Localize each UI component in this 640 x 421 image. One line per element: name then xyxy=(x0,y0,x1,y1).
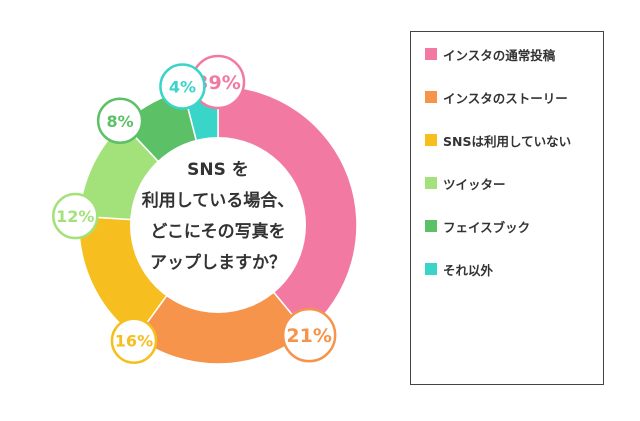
legend-label: インスタの通常投稿 xyxy=(443,47,556,63)
value-label: 21% xyxy=(286,325,331,347)
legend-item-twitter: ツイッター xyxy=(425,173,506,193)
legend-item-no-sns: SNSは利用していない xyxy=(425,130,571,150)
legend-item-facebook: フェイスブック xyxy=(425,216,530,236)
donut-hole xyxy=(130,137,306,313)
legend-swatch xyxy=(425,177,437,189)
percentage-callouts: 39% 21% 16% 12% 8% 4% xyxy=(52,54,337,364)
callout-facebook: 8% xyxy=(96,97,144,145)
legend-item-instagram-post: インスタの通常投稿 xyxy=(425,44,555,64)
center-label-line-4: アップしますか？ xyxy=(150,252,286,273)
center-label-line-1: SNS を xyxy=(187,160,249,180)
legend-swatch xyxy=(425,134,437,146)
callout-bubble xyxy=(96,97,144,145)
value-label: 12% xyxy=(56,207,94,226)
legend-item-instagram-story: インスタのストーリー xyxy=(425,87,568,107)
callout-bubble xyxy=(52,192,99,240)
value-label: 8% xyxy=(107,112,134,131)
legend-label: それ以外 xyxy=(443,262,494,278)
legend-label: フェイスブック xyxy=(443,219,531,235)
legend-swatch xyxy=(425,91,437,103)
legend: インスタの通常投稿 インスタのストーリー SNSは利用していない ツイッター フ… xyxy=(410,31,604,385)
value-label: 39% xyxy=(195,72,240,94)
legend-item-other: それ以外 xyxy=(425,259,493,279)
callout-instagram-post: 39% xyxy=(190,54,246,110)
callout-bubble xyxy=(281,307,337,363)
value-label: 4% xyxy=(169,77,196,96)
callout-other: 4% xyxy=(159,63,206,110)
callout-bubble xyxy=(159,63,206,110)
center-label-line-3: どこにその写真を xyxy=(150,221,285,242)
callout-bubble xyxy=(110,317,158,364)
callout-twitter: 12% xyxy=(52,192,99,240)
callout-instagram-story: 21% xyxy=(281,307,337,363)
legend-label: ツイッター xyxy=(443,176,506,192)
legend-label: インスタのストーリー xyxy=(443,90,568,106)
callout-no-sns: 16% xyxy=(110,317,158,364)
value-label: 16% xyxy=(115,332,153,351)
legend-label: SNSは利用していない xyxy=(443,133,572,149)
legend-swatch xyxy=(425,220,437,232)
legend-swatch xyxy=(425,48,437,60)
center-label-line-2: 利用している場合、 xyxy=(142,190,295,211)
legend-swatch xyxy=(425,263,437,275)
